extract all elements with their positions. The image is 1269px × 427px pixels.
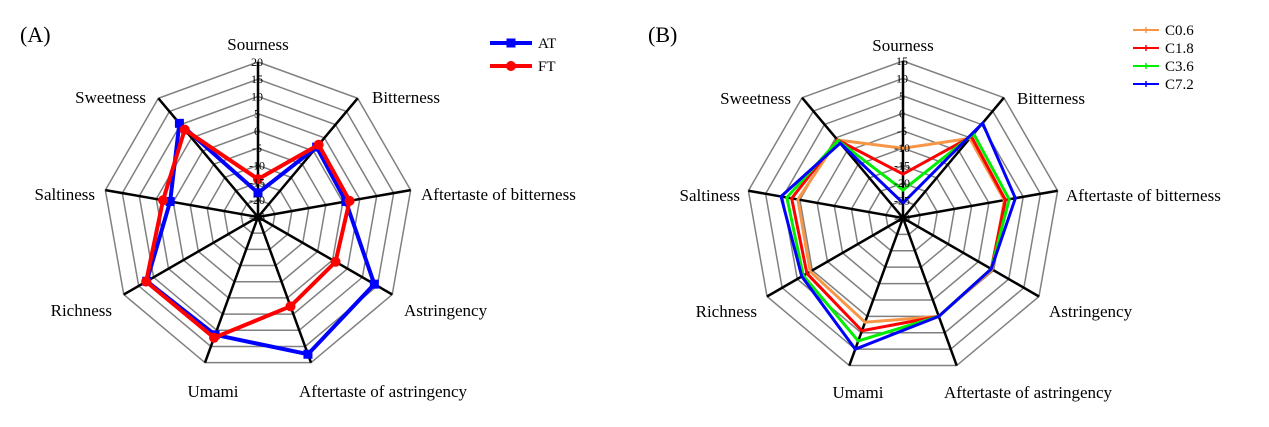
radar-chart-b: 15 10 5 0 -5 -10 -15 -20 -25 -30 Sourness Bitternes… — [648, 22, 1221, 402]
axis-label: Aftertaste of bitterness — [421, 185, 576, 204]
data-point — [344, 195, 355, 206]
axis-label: Umami — [833, 383, 884, 402]
axis-line — [257, 188, 411, 219]
grid-ring — [172, 130, 344, 299]
grid-ring — [121, 78, 395, 348]
tick-label: -20 — [249, 193, 265, 207]
data-point — [313, 139, 324, 150]
axis-label: Sourness — [227, 35, 288, 54]
tick-label: 20 — [251, 55, 263, 69]
tick-label: -15 — [894, 159, 910, 173]
axis-label: Saltiness — [680, 186, 740, 205]
axis-label: Astringency — [1049, 302, 1133, 321]
grid-ring — [747, 60, 1059, 367]
axis-label: Richness — [51, 301, 112, 320]
axis-line — [766, 216, 904, 298]
legend-marker — [506, 61, 516, 71]
series-line-C7.2 — [779, 120, 1017, 351]
axis-label: Aftertaste of astringency — [299, 382, 468, 401]
tick-label: -15 — [249, 176, 265, 190]
data-point — [303, 349, 313, 359]
axis-line — [902, 216, 1040, 298]
panel-label: (B) — [648, 22, 677, 47]
axis-label: Umami — [188, 382, 239, 401]
grid-ring — [867, 182, 939, 252]
data-point — [158, 195, 169, 206]
data-point — [285, 301, 296, 312]
data-point — [141, 276, 152, 287]
axis-label: Sweetness — [75, 88, 146, 107]
grid-ring — [833, 147, 973, 285]
tick-label: -5 — [897, 124, 907, 138]
series-line-C0.6 — [796, 136, 1006, 324]
tick-label: -25 — [249, 210, 265, 224]
tick-label: -5 — [252, 141, 262, 155]
tick-label: 5 — [899, 89, 905, 103]
grid-ring — [885, 199, 921, 236]
legend-label: FT — [538, 59, 556, 75]
tick-label: 10 — [896, 71, 908, 85]
grid-ring — [240, 198, 276, 234]
grid-ring — [189, 147, 327, 283]
tick-label: -30 — [894, 211, 910, 225]
tick-label: 15 — [896, 54, 908, 68]
axis-label: Bitterness — [1017, 89, 1085, 108]
data-point — [330, 256, 341, 267]
tick-label: -10 — [249, 158, 265, 172]
series-line-C1.8 — [790, 134, 1007, 333]
grid-ring — [104, 61, 412, 364]
axis-label: Astringency — [404, 301, 488, 320]
data-point — [209, 332, 220, 343]
axis-label: Sweetness — [720, 89, 791, 108]
series-line-FT — [143, 126, 352, 341]
grid-ring — [816, 129, 990, 301]
data-point — [369, 279, 379, 289]
axis-label: Aftertaste of astringency — [944, 383, 1113, 402]
tick-label: 10 — [251, 89, 263, 103]
legend: C0.6 C1.8 C3.6 C7.2 — [1133, 23, 1194, 93]
axis-label: Richness — [696, 302, 757, 321]
tick-label: -20 — [894, 176, 910, 190]
legend-label: C7.2 — [1165, 77, 1194, 93]
axis-line — [901, 217, 958, 366]
axis-label: Saltiness — [35, 185, 95, 204]
grid-ring — [764, 77, 1042, 350]
tick-label: -25 — [894, 194, 910, 208]
data-point — [165, 197, 175, 207]
axis-label: Bitterness — [372, 88, 440, 107]
legend: AT FT — [490, 36, 556, 75]
axis-line — [902, 189, 1058, 220]
tick-label: 0 — [254, 124, 260, 138]
tick-label: 15 — [251, 72, 263, 86]
axis-line — [256, 216, 313, 364]
axis-line — [748, 189, 904, 220]
axis-label: Aftertaste of bitterness — [1066, 186, 1221, 205]
legend-label: C0.6 — [1165, 23, 1194, 39]
tick-label: 5 — [254, 107, 260, 121]
legend-label: C1.8 — [1165, 41, 1194, 57]
grid-ring — [206, 164, 310, 267]
grid-ring — [138, 95, 378, 332]
tick-label: -10 — [894, 141, 910, 155]
axis-line — [257, 97, 359, 218]
legend-label: C3.6 — [1165, 59, 1194, 75]
axis-line — [902, 96, 1005, 219]
data-point — [179, 124, 190, 135]
axis-label: Sourness — [872, 36, 933, 55]
grid-ring — [223, 181, 293, 251]
data-point — [253, 174, 263, 185]
tick-label: 0 — [899, 106, 905, 120]
data-point — [174, 118, 184, 128]
radar-chart-a: 20 15 10 5 0 -5 -10 -15 -20 -25 Sourness Bitterness… — [20, 22, 576, 401]
legend-label: AT — [538, 36, 556, 52]
grid-ring — [850, 164, 956, 268]
panel-label: (A) — [20, 22, 51, 47]
grid-ring — [781, 95, 1025, 334]
axis-line — [157, 97, 259, 218]
data-point — [253, 188, 263, 198]
axis-line — [105, 188, 259, 219]
axis-line — [801, 96, 904, 219]
legend-marker — [506, 38, 516, 48]
